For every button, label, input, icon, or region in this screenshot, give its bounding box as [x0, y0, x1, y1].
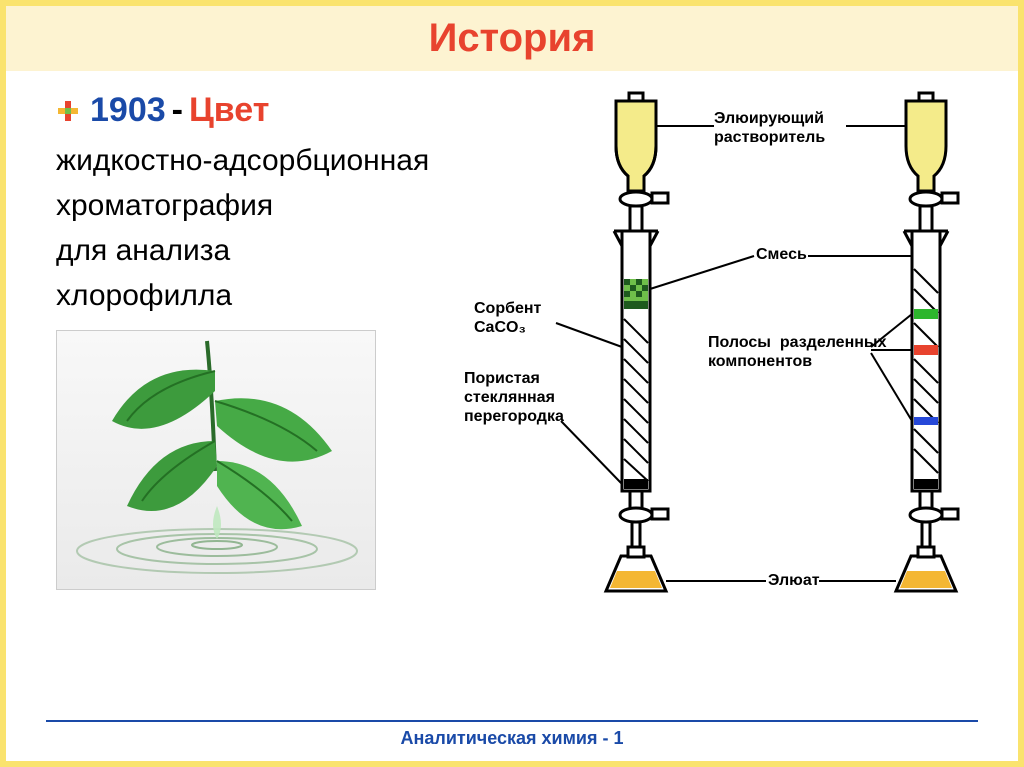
label-mixture: Смесь — [756, 245, 807, 264]
plus-icon — [56, 99, 80, 123]
label-solvent: Элюирующий растворитель — [714, 109, 825, 147]
footer: Аналитическая химия - 1 — [6, 720, 1018, 749]
right-assembly — [896, 93, 958, 591]
slide-title: История — [6, 16, 1018, 61]
label-sorbent: Сорбент CaCO₃ — [474, 299, 541, 337]
slide: История 1903 - Цвет жидкостно-адсорбцион… — [0, 0, 1024, 767]
body-line-3: хлорофилла — [56, 273, 446, 318]
left-assembly — [606, 93, 668, 591]
label-eluate: Элюат — [768, 571, 820, 590]
title-band: История — [6, 6, 1018, 71]
diagram-column: Элюирующий растворитель Смесь Сорбент Ca… — [456, 91, 1018, 651]
leaf-image — [56, 330, 376, 590]
body-line-1: хроматография — [56, 183, 446, 228]
body-line-0: жидкостно-адсорбционная — [56, 138, 446, 183]
footer-divider — [46, 720, 978, 722]
footer-text: Аналитическая химия - 1 — [6, 728, 1018, 749]
label-frit: Пористая стеклянная перегородка — [464, 369, 564, 427]
bullet-line: 1903 - Цвет — [56, 91, 446, 130]
content-area: 1903 - Цвет жидкостно-адсорбционная хром… — [6, 71, 1018, 651]
dash-text: - — [172, 91, 183, 130]
year-text: 1903 — [90, 91, 166, 130]
body-line-2: для анализа — [56, 228, 446, 273]
left-column: 1903 - Цвет жидкостно-адсорбционная хром… — [56, 91, 456, 651]
name-text: Цвет — [189, 91, 269, 130]
label-bands: Полосы разделенных компонентов — [708, 333, 886, 371]
